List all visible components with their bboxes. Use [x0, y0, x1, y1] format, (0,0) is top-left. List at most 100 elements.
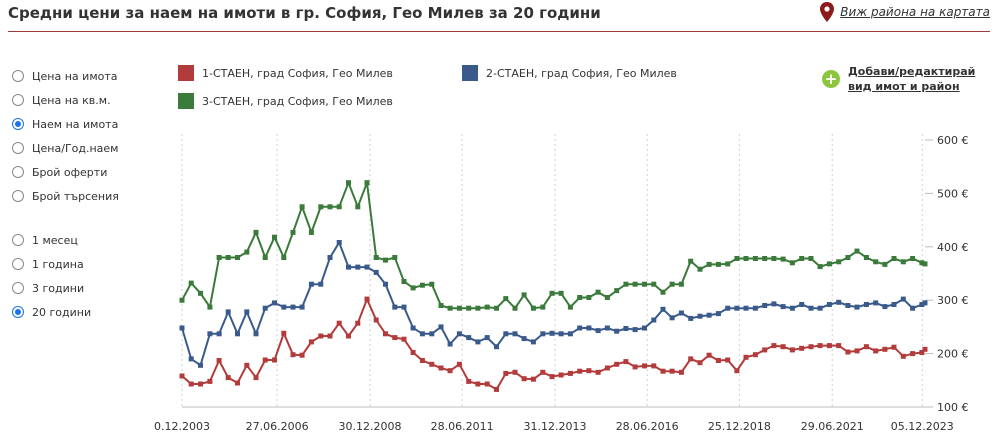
data-point[interactable]	[410, 325, 416, 331]
data-point[interactable]	[447, 341, 453, 347]
data-point[interactable]	[225, 309, 231, 315]
data-point[interactable]	[651, 363, 657, 369]
data-point[interactable]	[253, 375, 259, 381]
metric-option-rent[interactable]: Наем на имота	[12, 112, 172, 136]
data-point[interactable]	[789, 305, 795, 311]
metric-option-price-per-sqm[interactable]: Цена на кв.м.	[12, 88, 172, 112]
data-point[interactable]	[697, 313, 703, 319]
data-point[interactable]	[410, 285, 416, 291]
data-point[interactable]	[429, 361, 435, 367]
data-point[interactable]	[401, 336, 407, 342]
data-point[interactable]	[216, 331, 222, 337]
legend-item-2-room[interactable]: 2-СТАЕН, град София, Гео Милев	[462, 65, 677, 81]
data-point[interactable]	[586, 325, 592, 331]
data-point[interactable]	[771, 343, 777, 349]
data-point[interactable]	[604, 295, 610, 300]
data-point[interactable]	[373, 255, 379, 260]
data-point[interactable]	[595, 328, 601, 334]
data-point[interactable]	[873, 348, 879, 354]
data-point[interactable]	[475, 381, 481, 387]
data-point[interactable]	[540, 369, 546, 375]
data-point[interactable]	[512, 305, 518, 311]
data-point[interactable]	[346, 180, 351, 186]
data-point[interactable]	[577, 295, 583, 300]
data-point[interactable]	[188, 280, 194, 286]
data-point[interactable]	[494, 305, 499, 311]
data-point[interactable]	[900, 296, 906, 302]
data-point[interactable]	[697, 266, 703, 272]
legend-item-3-room[interactable]: 3-СТАЕН, град София, Гео Милев	[178, 93, 393, 109]
data-point[interactable]	[604, 365, 610, 371]
data-point[interactable]	[503, 296, 509, 302]
data-point[interactable]	[225, 375, 231, 381]
data-point[interactable]	[891, 302, 897, 307]
data-point[interactable]	[900, 353, 906, 359]
data-point[interactable]	[392, 255, 398, 260]
data-point[interactable]	[327, 333, 333, 339]
period-option-1-month[interactable]: 1 месец	[12, 228, 172, 252]
data-point[interactable]	[922, 300, 928, 306]
metric-option-searches[interactable]: Брой търсения	[12, 184, 172, 208]
data-point[interactable]	[318, 333, 324, 339]
legend-item-1-room[interactable]: 1-СТАЕН, град София, Гео Милев	[178, 65, 393, 81]
data-point[interactable]	[577, 325, 583, 331]
data-point[interactable]	[216, 358, 222, 363]
add-edit-property-link[interactable]: + Добави/редактирай вид имот и район	[822, 64, 975, 94]
data-point[interactable]	[614, 288, 620, 294]
data-point[interactable]	[845, 349, 851, 355]
data-point[interactable]	[780, 344, 786, 350]
data-point[interactable]	[836, 259, 842, 265]
data-point[interactable]	[530, 376, 536, 382]
data-point[interactable]	[308, 339, 314, 345]
data-point[interactable]	[207, 304, 213, 310]
data-point[interactable]	[484, 335, 490, 341]
data-point[interactable]	[290, 352, 296, 358]
data-point[interactable]	[752, 256, 758, 261]
data-point[interactable]	[567, 304, 573, 310]
data-point[interactable]	[882, 346, 888, 352]
data-point[interactable]	[651, 317, 657, 323]
data-point[interactable]	[623, 326, 629, 331]
data-point[interactable]	[697, 360, 703, 366]
data-point[interactable]	[540, 331, 546, 337]
data-point[interactable]	[521, 376, 527, 382]
data-point[interactable]	[179, 373, 185, 379]
data-point[interactable]	[272, 300, 277, 306]
data-point[interactable]	[383, 257, 388, 263]
radio-button[interactable]	[12, 282, 24, 294]
metric-option-price-to-rent[interactable]: Цена/Год.наем	[12, 136, 172, 160]
data-point[interactable]	[290, 304, 296, 310]
data-point[interactable]	[392, 304, 398, 310]
data-point[interactable]	[383, 281, 388, 287]
data-point[interactable]	[678, 310, 684, 316]
metric-option-price[interactable]: Цена на имота	[12, 64, 172, 88]
data-point[interactable]	[253, 229, 259, 235]
data-point[interactable]	[253, 331, 259, 337]
data-point[interactable]	[503, 370, 509, 376]
data-point[interactable]	[290, 229, 296, 235]
data-point[interactable]	[762, 347, 768, 353]
data-point[interactable]	[410, 350, 416, 355]
data-point[interactable]	[179, 325, 185, 331]
data-point[interactable]	[299, 352, 305, 358]
data-point[interactable]	[678, 281, 684, 287]
data-point[interactable]	[919, 350, 925, 355]
data-point[interactable]	[336, 240, 342, 245]
data-point[interactable]	[919, 302, 925, 307]
data-point[interactable]	[863, 344, 869, 350]
data-point[interactable]	[188, 381, 194, 387]
data-point[interactable]	[235, 380, 240, 386]
data-point[interactable]	[873, 300, 879, 306]
data-point[interactable]	[244, 249, 250, 255]
radio-button[interactable]	[12, 234, 24, 246]
data-point[interactable]	[494, 386, 499, 392]
data-point[interactable]	[854, 248, 860, 254]
data-point[interactable]	[308, 281, 314, 287]
data-point[interactable]	[475, 305, 481, 311]
data-point[interactable]	[854, 304, 860, 310]
data-point[interactable]	[586, 368, 592, 374]
data-point[interactable]	[669, 281, 675, 287]
data-point[interactable]	[521, 292, 527, 298]
data-point[interactable]	[660, 306, 666, 312]
data-point[interactable]	[466, 305, 472, 311]
